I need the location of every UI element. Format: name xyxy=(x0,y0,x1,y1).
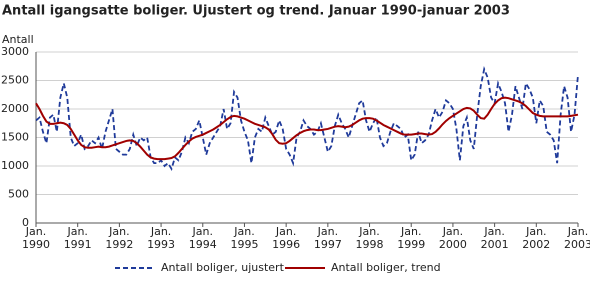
y-axis-label: Antall xyxy=(2,33,34,46)
y-tick-label: 0 xyxy=(22,216,29,229)
y-tick-label: 2000 xyxy=(1,102,29,115)
series-line xyxy=(35,96,579,161)
legend-label: Antall boliger, trend xyxy=(331,261,441,274)
legend-label: Antall boliger, ujustert xyxy=(161,261,285,274)
x-tick-label: Jan. 2000 xyxy=(439,225,467,251)
x-tick-label: Jan. 2002 xyxy=(522,225,550,251)
x-tick-label: Jan. 1990 xyxy=(22,225,50,251)
x-tick-label: Jan. 1998 xyxy=(356,225,384,251)
y-tick-label: 2500 xyxy=(1,74,29,87)
series-line xyxy=(35,66,579,172)
x-tick-label: Jan. 2003 xyxy=(564,225,590,251)
x-tick-label: Jan. 2001 xyxy=(481,225,509,251)
y-tick-label: 500 xyxy=(8,188,29,201)
x-tick-label: Jan. 1995 xyxy=(230,225,258,251)
x-tick-label: Jan. 1997 xyxy=(314,225,342,251)
y-tick-label: 3000 xyxy=(1,45,29,58)
y-tick-label: 1000 xyxy=(1,159,29,172)
x-tick-label: Jan. 1991 xyxy=(64,225,92,251)
x-tick-label: Jan. 1993 xyxy=(147,225,175,251)
x-tick-label: Jan. 1992 xyxy=(105,225,133,251)
x-tick-label: Jan. 1994 xyxy=(189,225,217,251)
chart-title: Antall igangsatte boliger. Ujustert og t… xyxy=(2,4,510,19)
x-tick-label: Jan. 1996 xyxy=(272,225,300,251)
x-tick-label: Jan. 1999 xyxy=(397,225,425,251)
y-tick-label: 1500 xyxy=(1,131,29,144)
